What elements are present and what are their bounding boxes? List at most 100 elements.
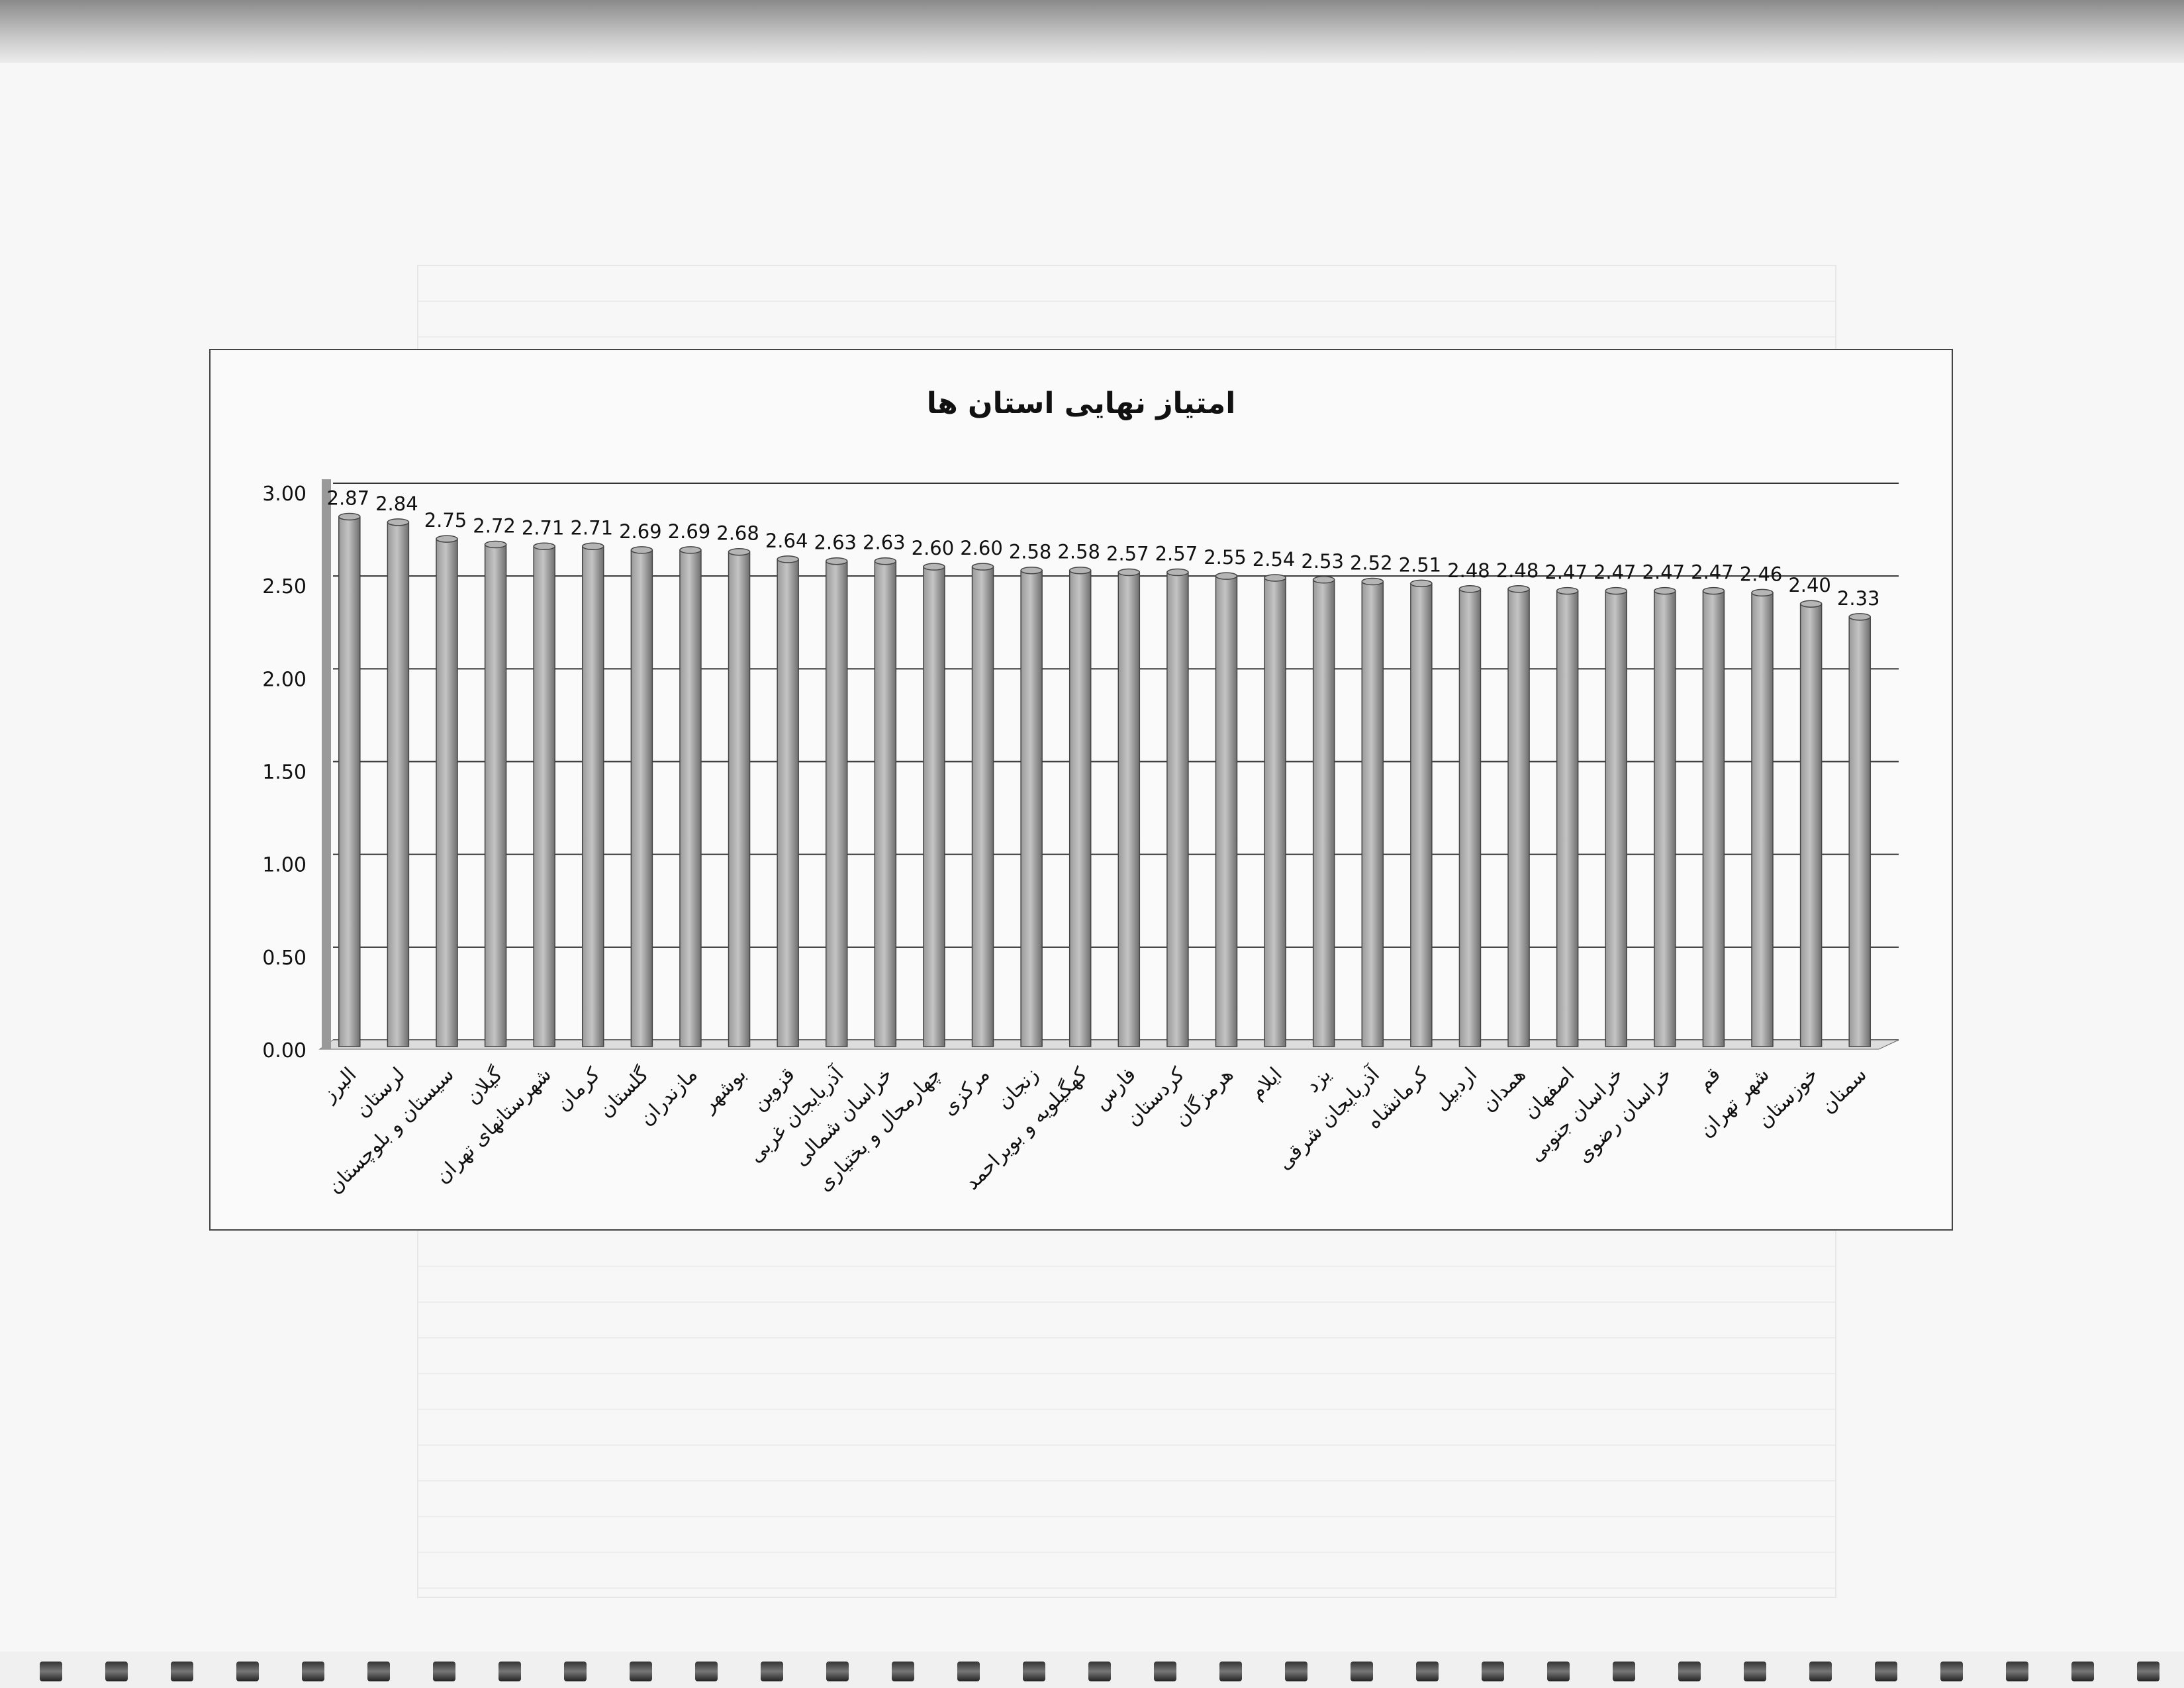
bar-cap xyxy=(533,542,555,551)
binding-ring xyxy=(630,1662,652,1681)
x-tick-label: مرکزی xyxy=(937,1063,994,1120)
chart-title: امتیاز نهایی استان ها xyxy=(927,387,1236,420)
bar xyxy=(1361,581,1384,1047)
data-label: 2.57 xyxy=(1106,543,1149,565)
data-label: 2.47 xyxy=(1691,561,1734,584)
bar-cap xyxy=(1507,585,1530,593)
bar-cap xyxy=(1751,588,1774,597)
binding-ring xyxy=(892,1662,914,1681)
bar xyxy=(1410,583,1433,1047)
bar xyxy=(1507,588,1530,1047)
bar-cap xyxy=(1848,613,1871,621)
bar-cap xyxy=(971,563,994,571)
data-label: 2.47 xyxy=(1593,561,1637,584)
data-label: 2.72 xyxy=(473,514,516,537)
data-label: 2.68 xyxy=(716,522,759,545)
bar xyxy=(1312,579,1335,1047)
x-tick-label: اردبیل xyxy=(1429,1063,1482,1115)
bar xyxy=(1117,571,1141,1047)
bar xyxy=(484,543,507,1047)
y-tick-label: 0.50 xyxy=(262,947,307,970)
x-tick-label: ایلام xyxy=(1245,1063,1286,1104)
binding-ring xyxy=(1088,1662,1111,1681)
data-label: 2.58 xyxy=(1057,541,1100,563)
y-tick-label: 2.00 xyxy=(262,668,307,691)
bar xyxy=(874,560,897,1047)
bar xyxy=(436,538,458,1047)
bar xyxy=(679,549,702,1047)
y-tick-label: 1.50 xyxy=(262,761,307,784)
bar xyxy=(582,545,604,1047)
bar-cap xyxy=(1312,576,1335,584)
bar-cap xyxy=(582,542,604,551)
bar xyxy=(387,522,410,1047)
data-label: 2.69 xyxy=(619,520,662,543)
data-label: 2.71 xyxy=(570,516,613,539)
binding-ring xyxy=(957,1662,980,1681)
x-tick-label: سمنان xyxy=(1817,1063,1872,1118)
binding-ring xyxy=(1023,1662,1045,1681)
bar-cap xyxy=(1020,566,1043,575)
y-tick-label: 1.00 xyxy=(262,854,307,877)
data-label: 2.87 xyxy=(327,487,370,509)
bar xyxy=(728,551,751,1047)
x-tick-label: البرز xyxy=(317,1063,361,1107)
binding-ring xyxy=(1547,1662,1570,1681)
bar xyxy=(338,516,361,1047)
data-label: 2.58 xyxy=(1009,541,1052,563)
bar-cap xyxy=(1605,586,1627,595)
scan-top-edge xyxy=(0,0,2184,63)
data-label: 2.33 xyxy=(1837,587,1880,610)
binding-ring xyxy=(2137,1662,2160,1681)
data-label: 2.40 xyxy=(1788,574,1831,596)
bar xyxy=(825,560,848,1047)
data-label: 2.47 xyxy=(1642,561,1685,584)
bar xyxy=(1068,569,1092,1047)
binding-ring xyxy=(2071,1662,2094,1681)
data-label: 2.75 xyxy=(424,509,467,532)
bar-cap xyxy=(874,557,897,565)
binding-ring xyxy=(236,1662,259,1681)
bar xyxy=(1751,592,1774,1047)
bar-cap xyxy=(1799,600,1823,608)
binding-ring xyxy=(302,1662,324,1681)
binding-ring xyxy=(2006,1662,2028,1681)
data-label: 2.48 xyxy=(1496,559,1539,582)
bar xyxy=(1702,590,1725,1047)
bar-cap xyxy=(777,555,799,563)
binding-ring xyxy=(1744,1662,1766,1681)
data-label: 2.52 xyxy=(1350,552,1393,575)
binding-ring xyxy=(1613,1662,1635,1681)
x-tick-label: یزد xyxy=(1302,1063,1336,1098)
binding-ring xyxy=(433,1662,455,1681)
data-label: 2.63 xyxy=(814,532,857,554)
binding-ring xyxy=(826,1662,849,1681)
binding-ring xyxy=(1219,1662,1242,1681)
data-label: 2.71 xyxy=(522,516,565,539)
data-label: 2.64 xyxy=(765,530,808,552)
bar-cap xyxy=(923,563,945,571)
binding-ring xyxy=(1809,1662,1832,1681)
data-label: 2.51 xyxy=(1399,553,1442,576)
binding-ring xyxy=(564,1662,587,1681)
bar xyxy=(630,549,653,1047)
data-label: 2.54 xyxy=(1253,548,1296,571)
data-label: 2.84 xyxy=(375,492,418,515)
bar xyxy=(1264,577,1286,1047)
data-label: 2.53 xyxy=(1301,550,1344,573)
binding-ring xyxy=(761,1662,783,1681)
bar-cap xyxy=(1410,579,1433,588)
data-label: 2.57 xyxy=(1155,543,1198,565)
bar-cap xyxy=(1361,577,1384,586)
bar xyxy=(1020,569,1043,1047)
bar-cap xyxy=(484,540,507,549)
binding-ring xyxy=(171,1662,193,1681)
binding-ring xyxy=(1154,1662,1176,1681)
binding-ring xyxy=(1875,1662,1897,1681)
bar xyxy=(1654,590,1676,1047)
data-label: 2.63 xyxy=(863,532,906,554)
binding-ring xyxy=(367,1662,390,1681)
bar-cap xyxy=(825,557,848,565)
binding-ring xyxy=(1351,1662,1373,1681)
bar xyxy=(533,545,555,1047)
